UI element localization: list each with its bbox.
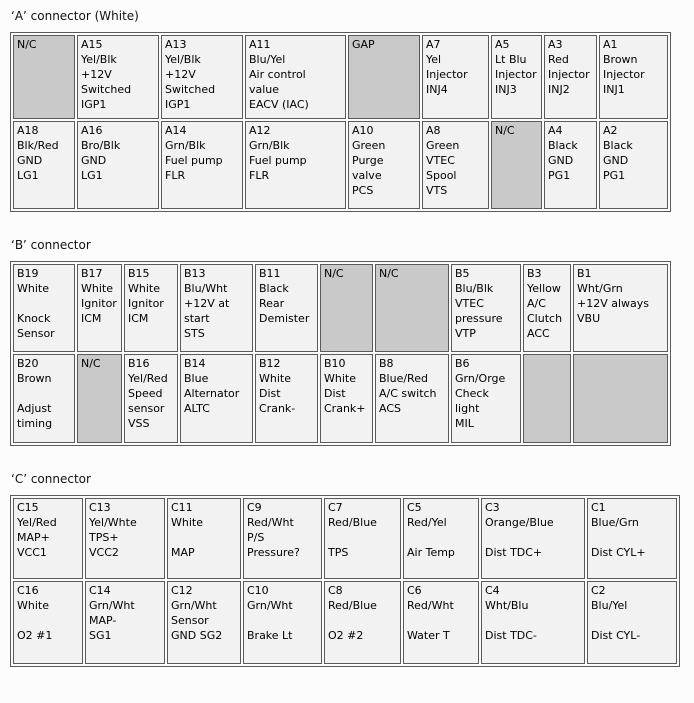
pin-cell-b16: B16 Yel/Red Speed sensor VSS	[124, 354, 178, 443]
pin-cell-a7: A7 Yel Injector INJ4	[422, 35, 489, 119]
empty-cell	[573, 354, 668, 443]
nc-cell: N/C	[13, 35, 75, 119]
pin-cell-a10: A10 Green Purge valve PCS	[348, 121, 420, 209]
pin-cell-c1: C1 Blue/Grn Dist CYL+	[587, 498, 677, 579]
pin-cell-b20: B20 Brown Adjust timing	[13, 354, 75, 443]
pin-cell-c7: C7 Red/Blue TPS	[324, 498, 401, 579]
pin-cell-b10: B10 White Dist Crank+	[320, 354, 373, 443]
pin-cell-b19: B19 White Knock Sensor	[13, 264, 75, 352]
gap-cell: GAP	[348, 35, 420, 119]
pin-cell-b6: B6 Grn/Orge Check light MIL	[451, 354, 521, 443]
pin-cell-b8: B8 Blue/Red A/C switch ACS	[375, 354, 449, 443]
pin-cell-c4: C4 Wht/Blu Dist TDC-	[481, 581, 585, 664]
pin-cell-b11: B11 Black Rear Demister	[255, 264, 318, 352]
pin-cell-a14: A14 Grn/Blk Fuel pump FLR	[161, 121, 243, 209]
connector-b-table: B19 White Knock Sensor B17 White Ignitor…	[10, 261, 671, 446]
pin-cell-c9: C9 Red/Wht P/S Pressure?	[243, 498, 322, 579]
pin-cell-a12: A12 Grn/Blk Fuel pump FLR	[245, 121, 346, 209]
connector-b-title: ‘B’ connector	[11, 238, 91, 252]
pin-cell-c5: C5 Red/Yel Air Temp	[403, 498, 479, 579]
pin-cell-b13: B13 Blu/Wht +12V at start STS	[180, 264, 253, 352]
pin-cell-a13: A13 Yel/Blk +12V Switched IGP1	[161, 35, 243, 119]
empty-cell	[523, 354, 571, 443]
pin-cell-c3: C3 Orange/Blue Dist TDC+	[481, 498, 585, 579]
connector-c-table: C15 Yel/Red MAP+ VCC1 C13 Yel/Whte TPS+ …	[10, 495, 680, 667]
nc-cell: N/C	[320, 264, 373, 352]
nc-cell: N/C	[491, 121, 542, 209]
pin-cell-c11: C11 White MAP	[167, 498, 241, 579]
pin-cell-a3: A3 Red Injector INJ2	[544, 35, 597, 119]
pin-cell-b15: B15 White Ignitor ICM	[124, 264, 178, 352]
pin-cell-a2: A2 Black GND PG1	[599, 121, 668, 209]
pin-cell-a1: A1 Brown Injector INJ1	[599, 35, 668, 119]
pin-cell-b14: B14 Blue Alternator ALTC	[180, 354, 253, 443]
pin-cell-c12: C12 Grn/Wht Sensor GND SG2	[167, 581, 241, 664]
pin-cell-b5: B5 Blu/Blk VTEC pressure VTP	[451, 264, 521, 352]
pin-cell-a4: A4 Black GND PG1	[544, 121, 597, 209]
pin-cell-a16: A16 Bro/Blk GND LG1	[77, 121, 159, 209]
pin-cell-c10: C10 Grn/Wht Brake Lt	[243, 581, 322, 664]
pin-cell-b12: B12 White Dist Crank-	[255, 354, 318, 443]
pin-cell-b1: B1 Wht/Grn +12V always VBU	[573, 264, 668, 352]
nc-cell: N/C	[77, 354, 122, 443]
nc-cell: N/C	[375, 264, 449, 352]
pin-cell-c15: C15 Yel/Red MAP+ VCC1	[13, 498, 83, 579]
pin-cell-a8: A8 Green VTEC Spool VTS	[422, 121, 489, 209]
pin-cell-c14: C14 Grn/Wht MAP- SG1	[85, 581, 165, 664]
pin-cell-c8: C8 Red/Blue O2 #2	[324, 581, 401, 664]
pin-cell-a15: A15 Yel/Blk +12V Switched IGP1	[77, 35, 159, 119]
pin-cell-c13: C13 Yel/Whte TPS+ VCC2	[85, 498, 165, 579]
pin-cell-b17: B17 White Ignitor ICM	[77, 264, 122, 352]
pin-cell-c16: C16 White O2 #1	[13, 581, 83, 664]
pin-cell-a18: A18 Blk/Red GND LG1	[13, 121, 75, 209]
pin-cell-a11: A11 Blu/Yel Air control value EACV (IAC)	[245, 35, 346, 119]
pin-cell-b3: B3 Yellow A/C Clutch ACC	[523, 264, 571, 352]
connector-a-table: N/C A15 Yel/Blk +12V Switched IGP1 A13 Y…	[10, 32, 671, 212]
pin-cell-c6: C6 Red/Wht Water T	[403, 581, 479, 664]
connector-c-title: ‘C’ connector	[11, 472, 91, 486]
pin-cell-a5: A5 Lt Blu Injector INJ3	[491, 35, 542, 119]
connector-a-title: ‘A’ connector (White)	[11, 9, 139, 23]
pin-cell-c2: C2 Blu/Yel Dist CYL-	[587, 581, 677, 664]
